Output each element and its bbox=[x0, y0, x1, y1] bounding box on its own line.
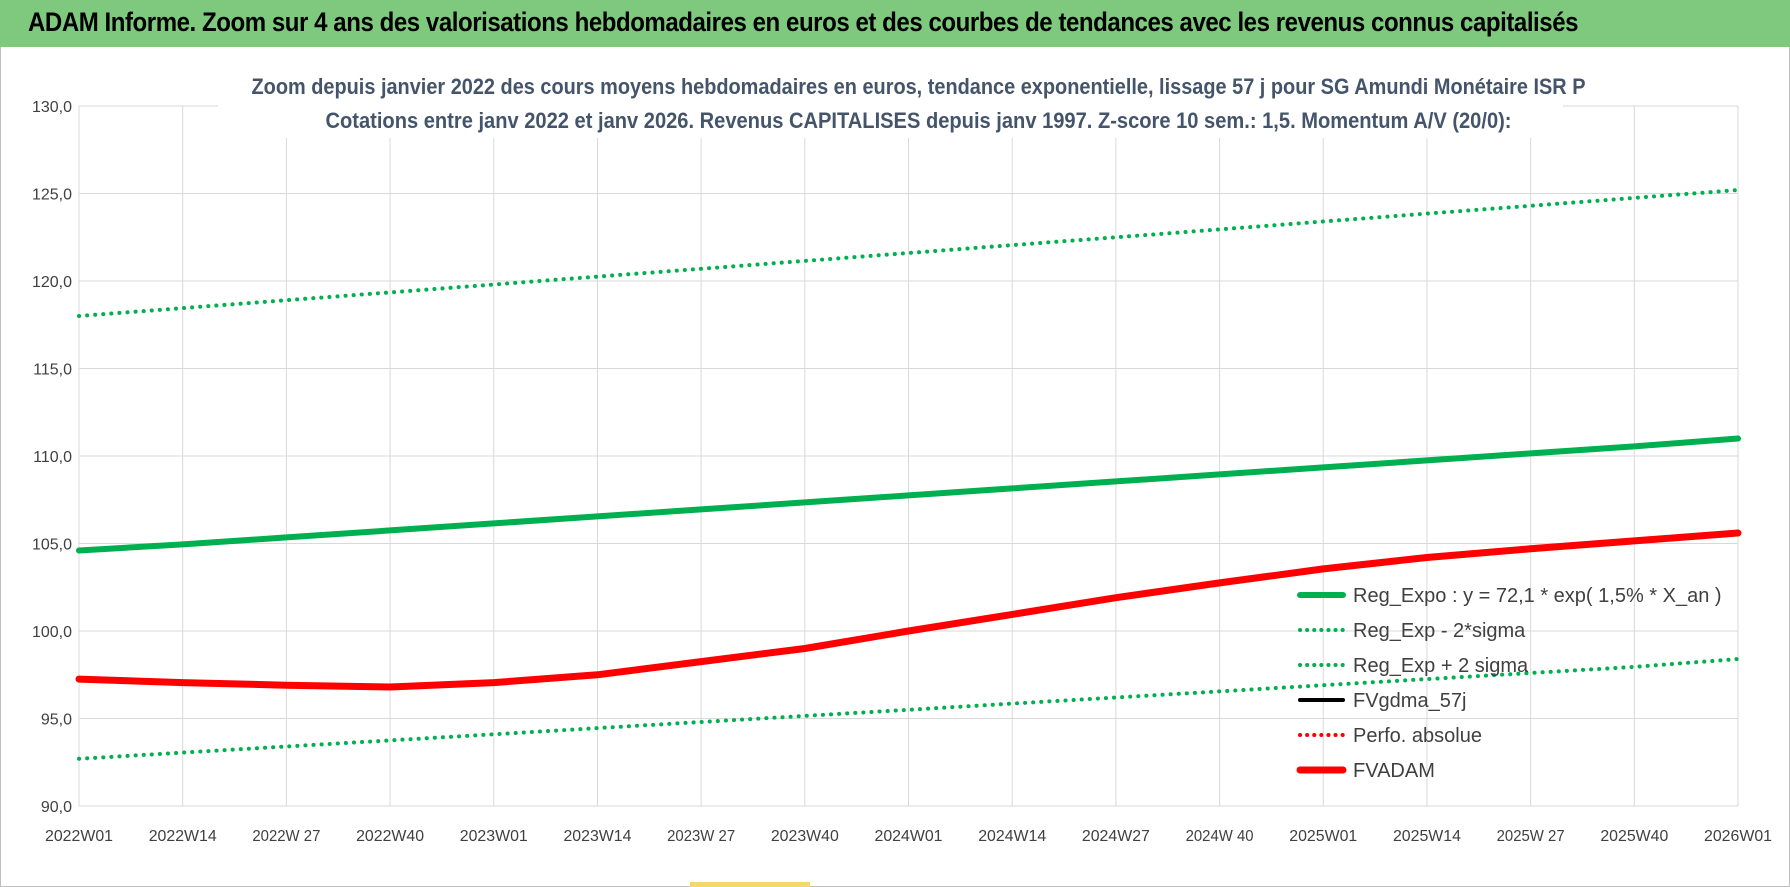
legend: Reg_Expo : y = 72,1 * exp( 1,5% * X_an )… bbox=[1296, 585, 1722, 782]
x-tick-label: 2025W01 bbox=[1289, 828, 1357, 845]
x-tick-label: 2022W14 bbox=[149, 828, 217, 845]
x-tick-label: 2022W01 bbox=[45, 828, 113, 845]
chart-title: Zoom depuis janvier 2022 des cours moyen… bbox=[218, 68, 1586, 138]
y-tick-label: 125,0 bbox=[32, 187, 72, 204]
series-line-0 bbox=[76, 435, 1741, 554]
y-tick-label: 120,0 bbox=[32, 274, 72, 291]
x-tick-label: 2024W14 bbox=[978, 828, 1046, 845]
y-tick-label: 110,0 bbox=[33, 449, 72, 466]
series-line-4 bbox=[77, 531, 1740, 689]
legend-label: FVADAM bbox=[1353, 760, 1435, 782]
y-tick-label: 100,0 bbox=[32, 624, 72, 641]
series-line-1 bbox=[77, 657, 1740, 761]
series-lines bbox=[75, 188, 1742, 761]
title-background bbox=[218, 68, 1563, 138]
x-tick-label: 2023W01 bbox=[460, 828, 528, 845]
header-banner: ADAM Informe. Zoom sur 4 ans des valoris… bbox=[0, 0, 1790, 47]
x-tick-label: 2023W14 bbox=[563, 828, 631, 845]
x-tick-label: 2022W40 bbox=[356, 828, 424, 845]
x-tick-label: 2023W40 bbox=[771, 828, 839, 845]
y-axis-ticks: 90,0 95,0 100,0 105,0 110,0 115,0 120,0 125,0 13… bbox=[32, 99, 72, 816]
x-tick-label: 2024W01 bbox=[875, 828, 943, 845]
page-title: ADAM Informe. Zoom sur 4 ans des valoris… bbox=[28, 7, 1579, 37]
y-tick-label: 90,0 bbox=[41, 799, 72, 816]
x-tick-label: 2025W14 bbox=[1393, 828, 1461, 845]
legend-label: Perfo. absolue bbox=[1353, 725, 1482, 747]
series-line-2 bbox=[77, 188, 1740, 318]
legend-label: FVgdma_57j bbox=[1353, 690, 1466, 712]
y-tick-label: 130,0 bbox=[32, 99, 72, 116]
x-tick-label: 2023W 27 bbox=[667, 828, 735, 845]
x-axis-ticks: 2022W01 2022W14 2022W 27 2022W40 2023W01 2023… bbox=[45, 828, 1772, 845]
x-tick-label: 2024W 40 bbox=[1186, 828, 1254, 845]
y-tick-label: 115,0 bbox=[33, 362, 72, 379]
y-tick-label: 95,0 bbox=[41, 712, 72, 729]
x-tick-label: 2025W 27 bbox=[1497, 828, 1565, 845]
x-tick-label: 2026W01 bbox=[1704, 828, 1772, 845]
chart-title-line: Zoom depuis janvier 2022 des cours moyen… bbox=[252, 74, 1586, 99]
y-tick-label: 105,0 bbox=[32, 537, 72, 554]
chart-title-line: Cotations entre janv 2022 et janv 2026. … bbox=[326, 108, 1512, 133]
x-tick-label: 2024W27 bbox=[1082, 828, 1150, 845]
bottom-tab-marker bbox=[690, 882, 810, 887]
x-tick-label: 2025W40 bbox=[1600, 828, 1668, 845]
legend-label: Reg_Exp + 2 sigma bbox=[1353, 655, 1529, 677]
legend-label: Reg_Expo : y = 72,1 * exp( 1,5% * X_an ) bbox=[1353, 585, 1722, 607]
legend-label: Reg_Exp - 2*sigma bbox=[1353, 620, 1526, 642]
x-tick-label: 2022W 27 bbox=[252, 828, 320, 845]
